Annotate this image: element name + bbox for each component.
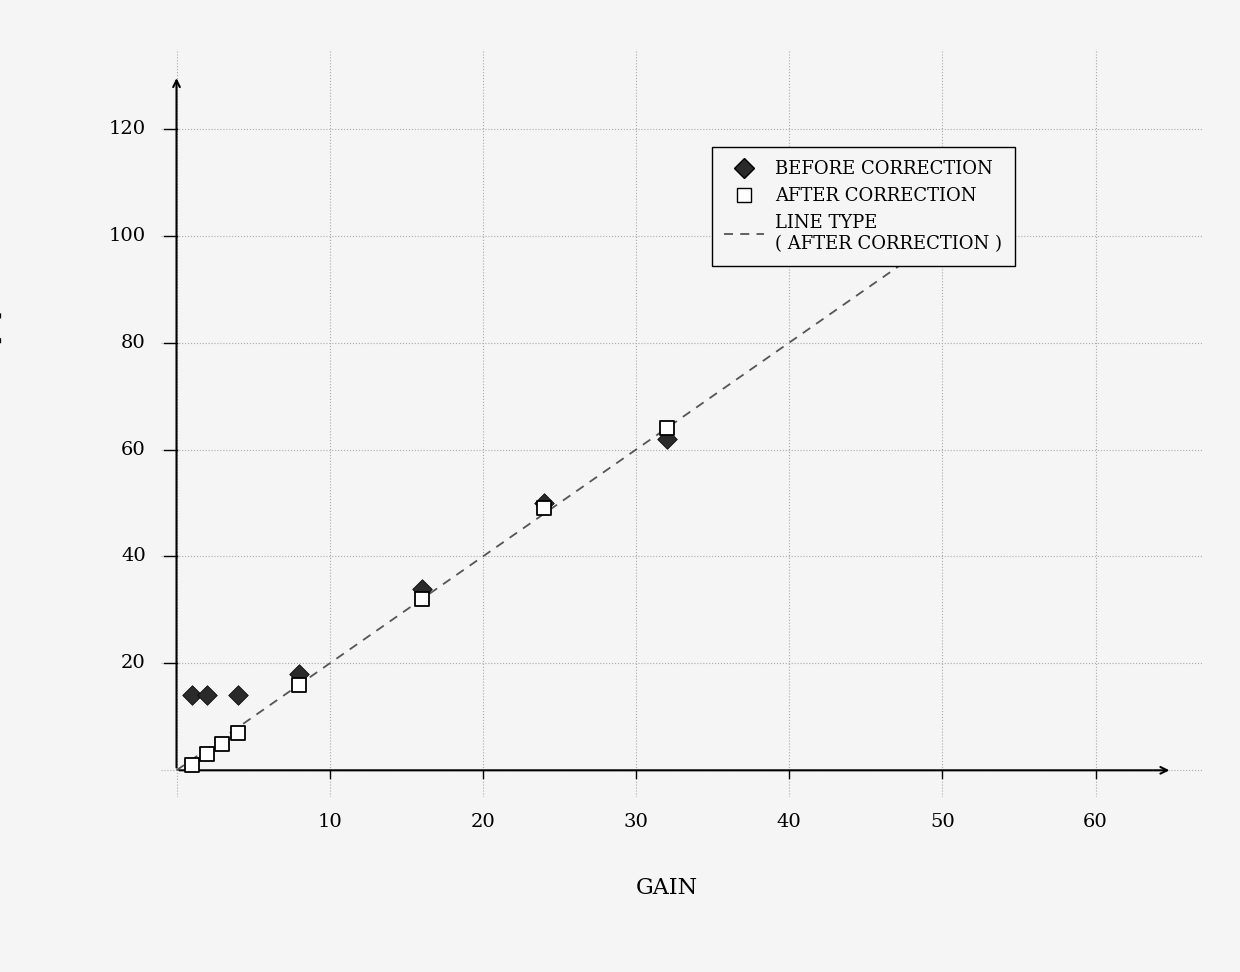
- Text: 100: 100: [109, 226, 146, 245]
- Text: 20: 20: [470, 813, 495, 831]
- Point: [534, 501, 554, 516]
- Point: [212, 736, 232, 751]
- Point: [412, 591, 432, 607]
- Point: [932, 218, 952, 233]
- Point: [657, 420, 677, 435]
- Point: [534, 496, 554, 511]
- Point: [412, 581, 432, 597]
- Point: [932, 228, 952, 244]
- Legend: BEFORE CORRECTION, AFTER CORRECTION, LINE TYPE
( AFTER CORRECTION ): BEFORE CORRECTION, AFTER CORRECTION, LIN…: [712, 148, 1014, 265]
- Point: [289, 667, 309, 682]
- Text: 60: 60: [122, 440, 146, 459]
- Text: DARK VOLTAGE [V]: DARK VOLTAGE [V]: [0, 310, 4, 536]
- Point: [197, 746, 217, 762]
- Text: 40: 40: [776, 813, 801, 831]
- Point: [289, 677, 309, 693]
- Text: 20: 20: [122, 654, 146, 673]
- Text: 40: 40: [122, 547, 146, 566]
- Text: 30: 30: [624, 813, 649, 831]
- Text: 60: 60: [1084, 813, 1109, 831]
- Point: [197, 688, 217, 704]
- Text: 80: 80: [122, 333, 146, 352]
- Text: GAIN: GAIN: [636, 878, 698, 899]
- Text: 120: 120: [109, 120, 146, 138]
- Text: 50: 50: [930, 813, 955, 831]
- Text: 10: 10: [317, 813, 342, 831]
- Point: [228, 725, 248, 741]
- Point: [182, 688, 202, 704]
- Point: [228, 688, 248, 704]
- Point: [182, 757, 202, 773]
- Point: [657, 432, 677, 447]
